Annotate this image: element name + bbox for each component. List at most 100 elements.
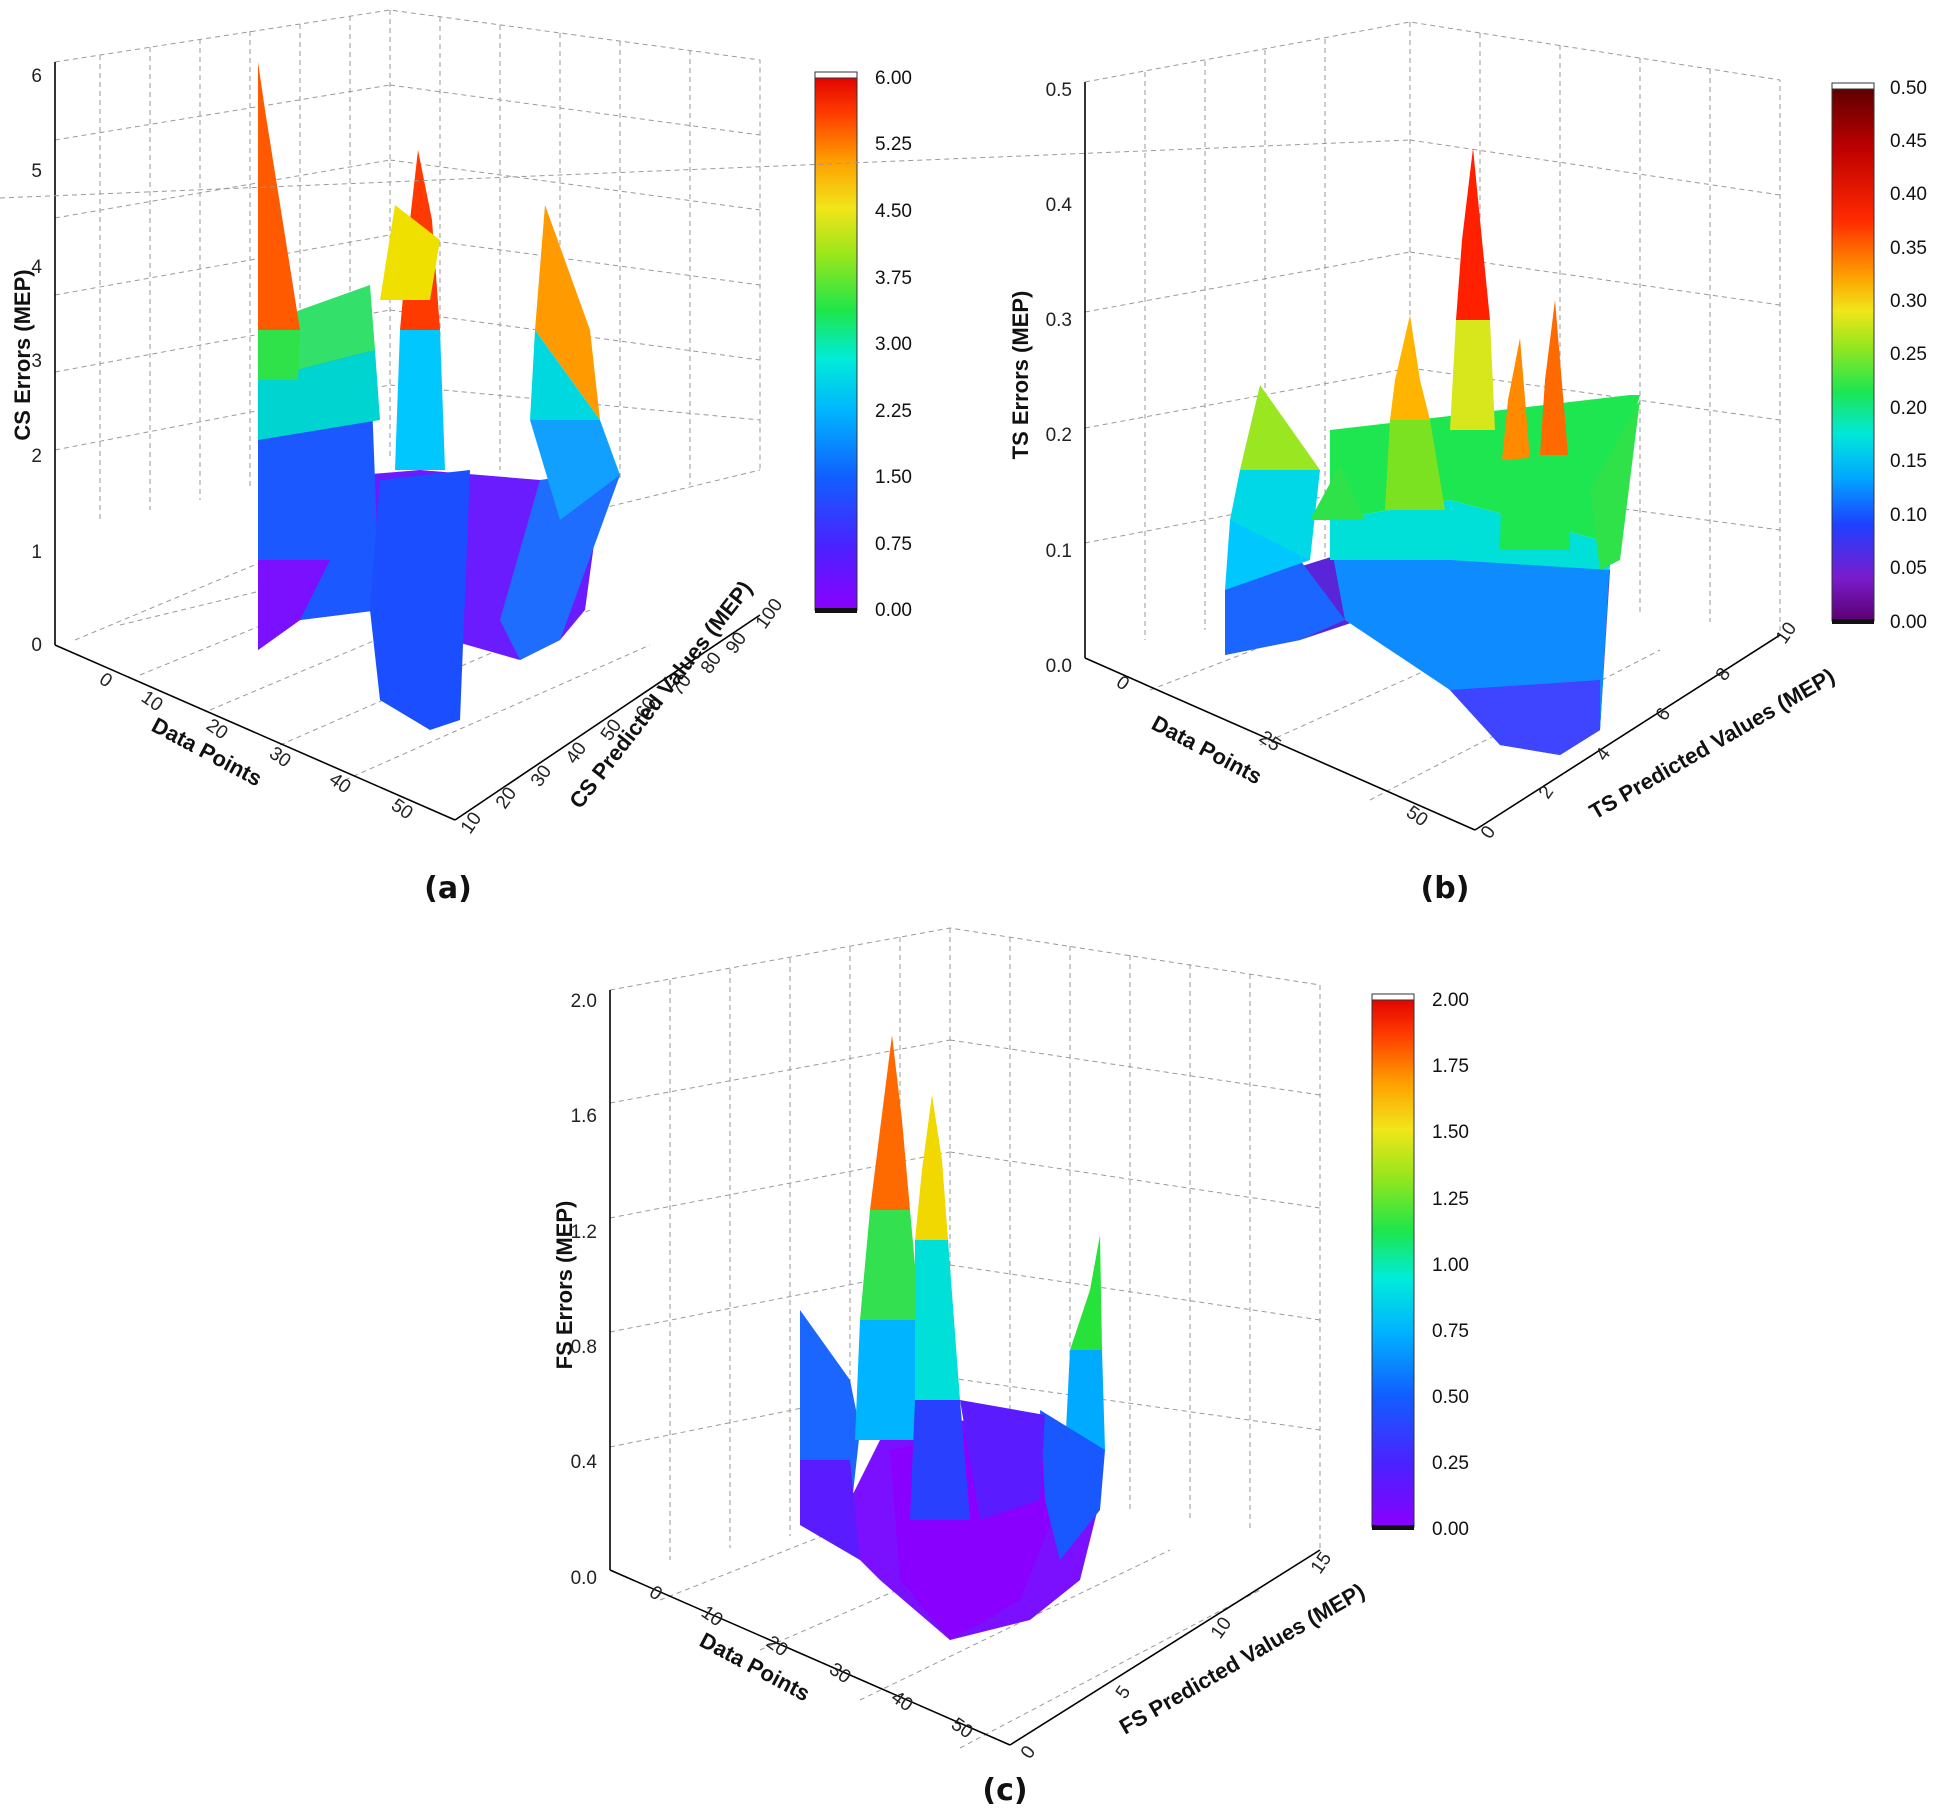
chart-c-right-panel (1040, 1410, 1105, 1560)
chart-c-colorbar-tick: 0.00 (1432, 1519, 1469, 1540)
chart-a-z-tick: 1 (31, 542, 42, 563)
chart-a-colorbar-tick: 3.75 (875, 268, 912, 289)
chart-c-colorbar-tick: 1.00 (1432, 1255, 1469, 1276)
chart-b-face-left (1225, 560, 1345, 655)
chart-b-colorbar-tick: 0.05 (1890, 558, 1927, 579)
chart-a-z-tick: 5 (31, 161, 42, 182)
chart-b-panel-label: (b) (1421, 871, 1470, 906)
chart-c-x-tick: 20 (762, 1632, 791, 1661)
chart-a-x-tick: 0 (95, 669, 116, 692)
chart-b-y-tick: 2 (1535, 782, 1558, 803)
chart-b-peak-4 (1540, 300, 1568, 455)
chart-b-peak-1 (1456, 148, 1490, 320)
chart-b-x-tick: 0 (1112, 672, 1133, 695)
chart-c-x-tick: 50 (947, 1714, 976, 1743)
chart-a-z-tick: 2 (31, 446, 42, 467)
chart-b-z-axis-title: TS Errors (MEP) (1008, 291, 1033, 460)
chart-b-z-tick: 0.4 (1046, 195, 1073, 216)
chart-b-y-tick: 6 (1652, 704, 1675, 725)
chart-a-z-ticks: 0 1 2 3 4 5 6 (31, 66, 42, 656)
chart-c-colorbar-tick: 0.25 (1432, 1453, 1469, 1474)
chart-a-colorbar-top-cap (814, 71, 858, 79)
chart-c-x-tick: 30 (825, 1659, 854, 1688)
chart-b-colorbar (1831, 82, 1875, 624)
chart-a-peak-2-lower (395, 330, 445, 470)
chart-c-y-tick: 0 (1017, 1742, 1040, 1763)
chart-c-peak-1-mid (860, 1210, 920, 1320)
chart-a-peak-3 (380, 205, 440, 300)
chart-a-z-tick: 3 (31, 351, 42, 372)
chart-a-face-mid (370, 470, 470, 730)
chart-a-y-tick: 40 (562, 739, 591, 768)
chart-a-panel-label: (a) (424, 871, 472, 906)
chart-c-surface (800, 1035, 1105, 1640)
chart-a-right-face (530, 420, 620, 520)
chart-b-right-wing (1590, 400, 1640, 570)
chart-c-peak-1-low (855, 1320, 925, 1440)
chart-c-colorbar-tick: 2.00 (1432, 990, 1469, 1011)
chart-c-peak-1 (870, 1035, 910, 1210)
chart-c-z-tick: 0.8 (571, 1337, 597, 1358)
chart-c-colorbar-tick: 1.50 (1432, 1122, 1469, 1143)
chart-c-peak-4 (1070, 1235, 1102, 1350)
chart-b-x-tick: 50 (1402, 802, 1431, 831)
chart-c-x-tick: 10 (697, 1602, 726, 1631)
chart-a-surface (258, 62, 620, 730)
chart-b-x-tick: 25 (1255, 727, 1284, 756)
chart-b-colorbar-tick: 0.15 (1890, 451, 1927, 472)
chart-c-panel-label: (c) (982, 1773, 1027, 1808)
chart-a-front-lower (258, 560, 330, 650)
chart-a-y-tick: 90 (722, 629, 751, 658)
chart-b-y-axis-title: TS Predicted Values (MEP) (1585, 663, 1839, 824)
chart-c-z-tick: 0.0 (571, 1568, 597, 1589)
chart-b-colorbar-tick: 0.45 (1890, 131, 1927, 152)
chart-b-colorbar-bar (1831, 85, 1875, 622)
chart-b-peak-5 (1310, 465, 1365, 520)
chart-a-z-axis-title: CS Errors (MEP) (10, 269, 35, 440)
chart-b-colorbar-tick: 0.40 (1890, 184, 1927, 205)
chart-c-y-axis-title: FS Predicted Values (MEP) (1115, 1578, 1369, 1739)
chart-a-x-tick: 50 (387, 795, 416, 824)
chart-c-peak-2-lower (915, 1240, 960, 1400)
chart-b-peak-3-lower (1385, 420, 1445, 510)
chart-c-peak-2 (915, 1095, 948, 1240)
chart-b-peak-6 (1240, 385, 1320, 470)
chart-c-y-tick: 5 (1112, 1682, 1135, 1703)
chart-a-y-tick: 10 (457, 809, 486, 838)
chart-a-colorbar-bottom-cap (815, 608, 857, 613)
chart-b-colorbar-top-cap (1831, 82, 1875, 90)
chart-b-colorbar-tick: 0.10 (1890, 505, 1927, 526)
chart-b-y-tick: 10 (1772, 619, 1801, 648)
chart-b-plateau-shade (1330, 500, 1610, 570)
chart-b-face-front-low (1450, 680, 1600, 755)
chart-a-colorbar-tick: 3.00 (875, 334, 912, 355)
chart-c-dip (960, 1400, 1045, 1520)
chart-c-left-lower (800, 1460, 860, 1560)
chart-c-colorbar-tick: 0.75 (1432, 1321, 1469, 1342)
chart-a-x-ticks: 0 10 20 30 40 50 (95, 669, 416, 824)
chart-a: 0 1 2 3 4 5 6 CS Errors (MEP) 0 10 20 30… (10, 9, 912, 906)
chart-c-colorbar-tick: 1.25 (1432, 1189, 1469, 1210)
chart-c-y-tick: 15 (1307, 1549, 1336, 1578)
chart-c: 0.0 0.4 0.8 1.2 1.6 2.0 FS Errors (MEP) … (552, 927, 1469, 1808)
chart-b-peak-lower-band (1500, 455, 1570, 550)
chart-a-axes (54, 62, 761, 821)
chart-b-y-tick: 8 (1712, 664, 1735, 685)
chart-c-z-tick: 1.2 (571, 1222, 597, 1243)
chart-c-z-tick: 1.6 (571, 1106, 597, 1127)
chart-b-z-tick: 0.0 (1046, 656, 1072, 677)
chart-b-colorbar-tick: 0.30 (1890, 291, 1927, 312)
chart-a-colorbar-bar (814, 74, 858, 611)
chart-b-z-ticks: 0.0 0.1 0.2 0.3 0.4 0.5 (1046, 80, 1073, 677)
chart-c-colorbar-tick: 1.75 (1432, 1056, 1469, 1077)
chart-a-y-tick: 20 (492, 784, 521, 813)
chart-c-z-tick: 2.0 (571, 991, 597, 1012)
chart-a-y-tick: 100 (752, 595, 787, 633)
chart-c-z-axis-title: FS Errors (MEP) (552, 1201, 577, 1370)
chart-b-z-tick: 0.2 (1046, 425, 1072, 446)
chart-a-colorbar-tick: 5.25 (875, 134, 912, 155)
chart-b-colorbar-ticks: 0.00 0.05 0.10 0.15 0.20 0.25 0.30 0.35 … (1890, 78, 1927, 633)
chart-a-colorbar-ticks: 0.00 0.75 1.50 2.25 3.00 3.75 4.50 5.25 … (875, 68, 912, 621)
chart-c-peak-4-lower (1065, 1350, 1105, 1450)
